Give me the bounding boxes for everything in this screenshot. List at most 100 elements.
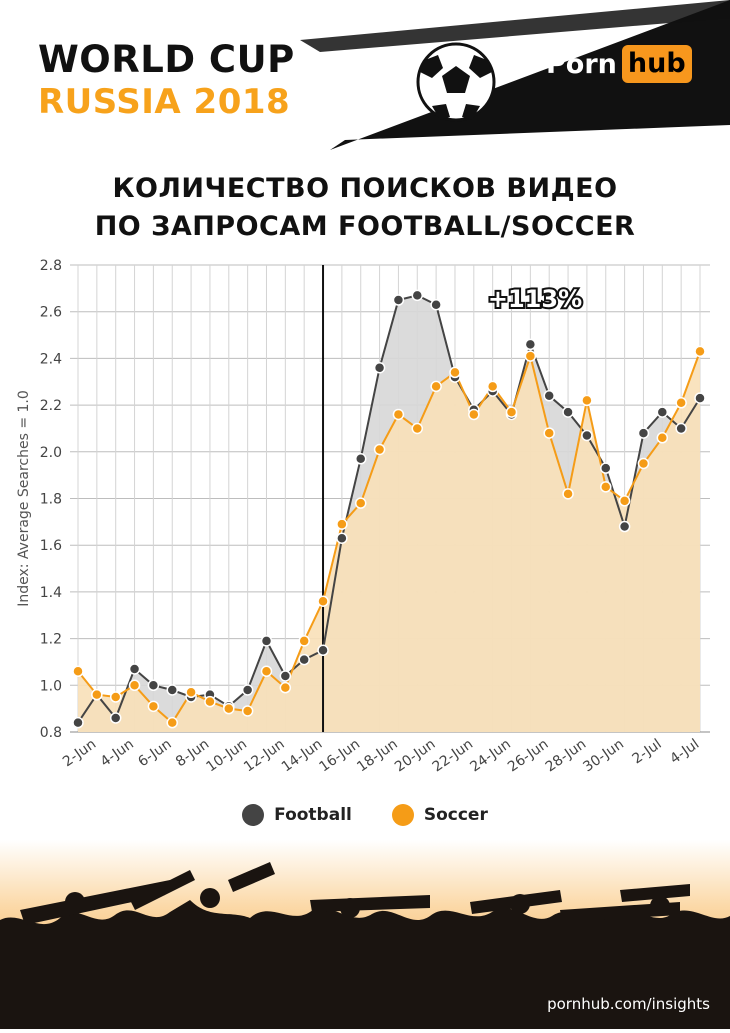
soccer-point	[392, 408, 405, 421]
logo-text-right: hub	[621, 45, 692, 83]
football-point	[317, 644, 329, 657]
x-tick-label: 14-Jun	[279, 736, 325, 775]
x-tick-label: 20-Jun	[392, 736, 438, 775]
soccer-point	[411, 422, 424, 435]
y-tick-label: 1.4	[40, 585, 62, 601]
y-tick-label: 1.6	[40, 538, 62, 554]
soccer-point	[694, 345, 706, 358]
soccer-point	[600, 481, 612, 493]
growth-annotation: +113%	[488, 285, 582, 313]
football-point	[147, 679, 160, 692]
x-tick-label: 16-Jun	[317, 736, 363, 775]
x-tick-label: 2-Jun	[60, 736, 99, 770]
x-tick-label: 30-Jun	[580, 736, 626, 775]
pornhub-logo: Porn hub	[546, 44, 692, 84]
x-tick-label: 18-Jun	[354, 736, 400, 775]
headline-line-1: КОЛИЧЕСТВО ПОИСКОВ ВИДЕО	[112, 173, 618, 204]
y-tick-label: 2.4	[40, 351, 62, 367]
x-tick-label: 28-Jun	[543, 736, 589, 775]
football-point	[411, 289, 424, 302]
header-banner: WORLD CUP RUSSIA 2018 Porn hub	[0, 0, 730, 150]
soccer-point	[354, 497, 367, 509]
soccer-point	[581, 394, 593, 407]
football-point	[354, 453, 367, 465]
football-point	[336, 532, 348, 544]
y-tick-label: 2.2	[40, 398, 62, 414]
football-point	[109, 712, 122, 724]
soccer-point	[166, 716, 178, 729]
soccer-point	[543, 427, 555, 439]
world-cup-subtitle: RUSSIA 2018	[38, 82, 291, 122]
y-axis-label: Index: Average Searches = 1.0	[16, 390, 32, 607]
chart-headline: КОЛИЧЕСТВО ПОИСКОВ ВИДЕО ПО ЗАПРОСАМ FOO…	[0, 170, 730, 246]
football-legend-marker	[242, 804, 265, 826]
soccer-point	[430, 380, 442, 393]
football-point	[392, 294, 405, 306]
legend-item-football: Football	[242, 804, 352, 826]
soccer-point	[317, 595, 329, 607]
crowd-silhouette	[0, 840, 730, 1029]
footer-url: pornhub.com/insights	[547, 995, 710, 1013]
soccer-point	[279, 681, 292, 694]
soccer-point	[449, 366, 461, 379]
y-tick-label: 0.8	[40, 725, 62, 741]
football-point	[260, 635, 273, 647]
y-tick-label: 1.0	[40, 678, 62, 694]
football-point	[600, 462, 612, 474]
football-point	[637, 427, 650, 439]
soccer-point	[618, 495, 631, 507]
football-point	[430, 298, 442, 311]
x-tick-label: 2-Jul	[630, 736, 665, 767]
soccer-point	[204, 695, 216, 708]
soccer-point	[373, 443, 386, 456]
x-tick-label: 22-Jun	[430, 736, 476, 775]
football-point	[618, 520, 631, 533]
soccer-point	[147, 700, 160, 713]
soccer-point	[486, 380, 499, 393]
soccer-point	[128, 679, 141, 692]
x-tick-label: 26-Jun	[505, 736, 551, 775]
football-point	[166, 684, 178, 696]
headline-line-2: ПО ЗАПРОСАМ FOOTBALL/SOCCER	[94, 211, 636, 242]
football-point	[543, 390, 555, 402]
football-point	[581, 429, 593, 442]
legend-label-football: Football	[274, 805, 352, 825]
soccer-line	[77, 351, 701, 725]
soccer-point	[637, 457, 650, 470]
soccer-point	[72, 665, 84, 678]
football-point	[675, 422, 687, 435]
football-point	[694, 392, 706, 404]
y-tick-label: 2.0	[40, 445, 62, 461]
soccer-point	[185, 686, 197, 699]
header-background	[300, 0, 730, 150]
soccer-point	[562, 488, 574, 500]
football-point	[373, 361, 386, 374]
logo-text-left: Porn	[546, 48, 617, 80]
search-index-chart: 0.81.01.21.41.61.82.02.22.42.62.82-Jun4-…	[16, 258, 710, 775]
y-tick-label: 2.6	[40, 305, 62, 321]
soccer-legend-marker	[391, 804, 414, 826]
football-point	[298, 653, 310, 666]
x-tick-label: 10-Jun	[203, 736, 249, 775]
football-point	[279, 670, 292, 682]
chart-legend: Football Soccer	[0, 804, 730, 826]
soccer-point	[524, 350, 537, 362]
x-tick-label: 24-Jun	[467, 736, 513, 775]
soccer-point	[223, 702, 235, 715]
soccer-point	[675, 397, 687, 409]
football-point	[562, 406, 574, 418]
soccer-point	[241, 705, 254, 717]
soccer-point	[656, 432, 669, 444]
football-point	[72, 716, 84, 729]
soccer-point	[260, 665, 273, 678]
soccer-point	[298, 635, 310, 647]
x-tick-label: 6-Jun	[135, 736, 174, 770]
crowd-footer: pornhub.com/insights	[0, 840, 730, 1029]
football-point	[128, 663, 141, 675]
y-tick-label: 2.8	[40, 258, 62, 274]
legend-item-soccer: Soccer	[391, 804, 488, 826]
football-point	[524, 338, 537, 351]
y-tick-label: 1.8	[40, 492, 62, 508]
x-tick-label: 12-Jun	[241, 736, 287, 775]
y-tick-label: 1.2	[40, 632, 62, 648]
